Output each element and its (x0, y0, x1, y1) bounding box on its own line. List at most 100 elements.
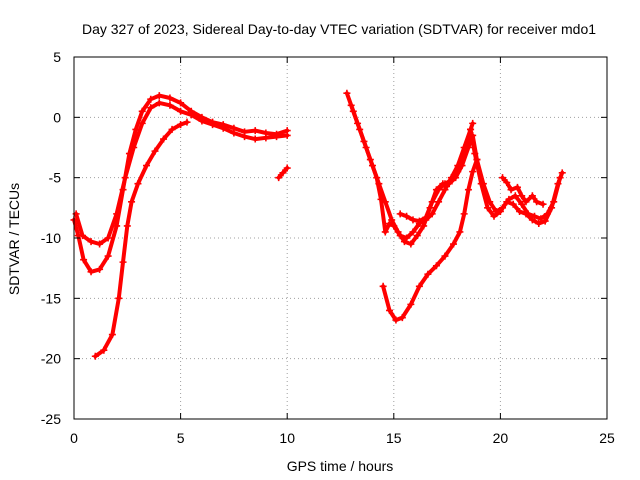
data-point (96, 240, 104, 248)
data-point (147, 104, 155, 112)
x-tick-label: 10 (279, 430, 295, 446)
data-point (354, 119, 362, 127)
data-point (347, 101, 355, 109)
data-point (151, 147, 159, 155)
data-point (155, 99, 163, 107)
data-point (396, 232, 404, 240)
data-point (138, 119, 146, 127)
data-point (447, 176, 455, 184)
data-point (454, 168, 462, 176)
y-tick-label: -25 (41, 411, 61, 427)
x-axis-label: GPS time / hours (287, 458, 394, 474)
data-point (80, 256, 88, 264)
data-point (471, 150, 479, 158)
data-point (415, 282, 423, 290)
series-trace-3 (91, 118, 191, 360)
data-point (441, 186, 449, 194)
series-trace-8 (396, 119, 477, 225)
data-point (219, 124, 227, 132)
y-tick-label: -20 (41, 351, 61, 367)
data-point (507, 186, 515, 194)
data-layer (70, 89, 566, 360)
data-point (360, 137, 368, 145)
x-tick-label: 15 (386, 430, 402, 446)
data-point (262, 134, 270, 142)
data-point (441, 180, 449, 188)
data-point (522, 198, 530, 206)
series-trace-7 (379, 156, 481, 324)
data-point (541, 217, 549, 225)
data-point (251, 135, 259, 143)
data-point (422, 213, 430, 221)
data-point (396, 210, 404, 218)
series-trace-9 (499, 174, 547, 208)
x-tick-label: 20 (493, 430, 509, 446)
data-point (130, 144, 138, 151)
data-point (392, 316, 400, 324)
data-point (531, 212, 539, 220)
data-point (147, 95, 155, 103)
data-point (377, 195, 385, 203)
data-point (386, 220, 394, 228)
data-point (134, 180, 142, 188)
data-point (528, 216, 536, 224)
data-point (460, 150, 468, 158)
data-point (464, 186, 472, 194)
data-point (490, 212, 498, 220)
data-point (499, 174, 507, 182)
series-trace-2 (72, 99, 291, 248)
data-point (241, 133, 249, 141)
data-point (381, 228, 389, 236)
data-point (108, 331, 116, 339)
data-point (113, 210, 121, 218)
data-point (273, 133, 281, 141)
data-point (403, 234, 411, 242)
data-point (509, 200, 517, 208)
data-point (366, 156, 374, 164)
data-point (373, 174, 381, 182)
data-point (168, 125, 176, 133)
data-point (533, 198, 541, 206)
data-point (539, 200, 547, 208)
data-point (87, 268, 95, 276)
data-point (477, 180, 485, 188)
data-point (119, 258, 127, 266)
data-point (104, 252, 112, 260)
chart-title: Day 327 of 2023, Sidereal Day-to-day VTE… (82, 21, 596, 37)
data-point (100, 346, 108, 354)
x-tick-label: 5 (177, 430, 185, 446)
tick-layer: 0 5 10 15 20 25 5 0 -5 -10 -15 -20 -25 (41, 49, 615, 446)
data-point (177, 99, 185, 107)
data-point (535, 220, 543, 228)
data-point (398, 314, 406, 322)
plot-frame (73, 56, 608, 420)
data-point (484, 204, 492, 212)
grid-layer (74, 57, 607, 419)
data-point (528, 192, 536, 200)
y-axis-label: SDTVAR / TECUs (6, 183, 22, 295)
data-point (177, 121, 185, 129)
data-point (467, 125, 475, 133)
data-point (558, 169, 566, 177)
data-point (469, 119, 477, 127)
data-point (386, 306, 394, 314)
data-point (428, 210, 436, 218)
y-tick-label: -15 (41, 290, 61, 306)
data-point (456, 228, 464, 236)
data-point (415, 217, 423, 225)
data-point (548, 204, 556, 212)
data-point (403, 212, 411, 220)
data-point (409, 216, 417, 224)
data-point (420, 222, 428, 230)
series-trace-1 (70, 92, 291, 276)
data-point (209, 121, 217, 129)
y-tick-label: 0 (53, 109, 61, 125)
data-point (513, 183, 521, 191)
data-point (155, 92, 163, 100)
data-point (496, 207, 504, 215)
data-point (198, 117, 206, 125)
data-point (441, 252, 449, 260)
data-point (469, 168, 477, 176)
data-point (115, 294, 123, 302)
data-point (503, 178, 511, 186)
